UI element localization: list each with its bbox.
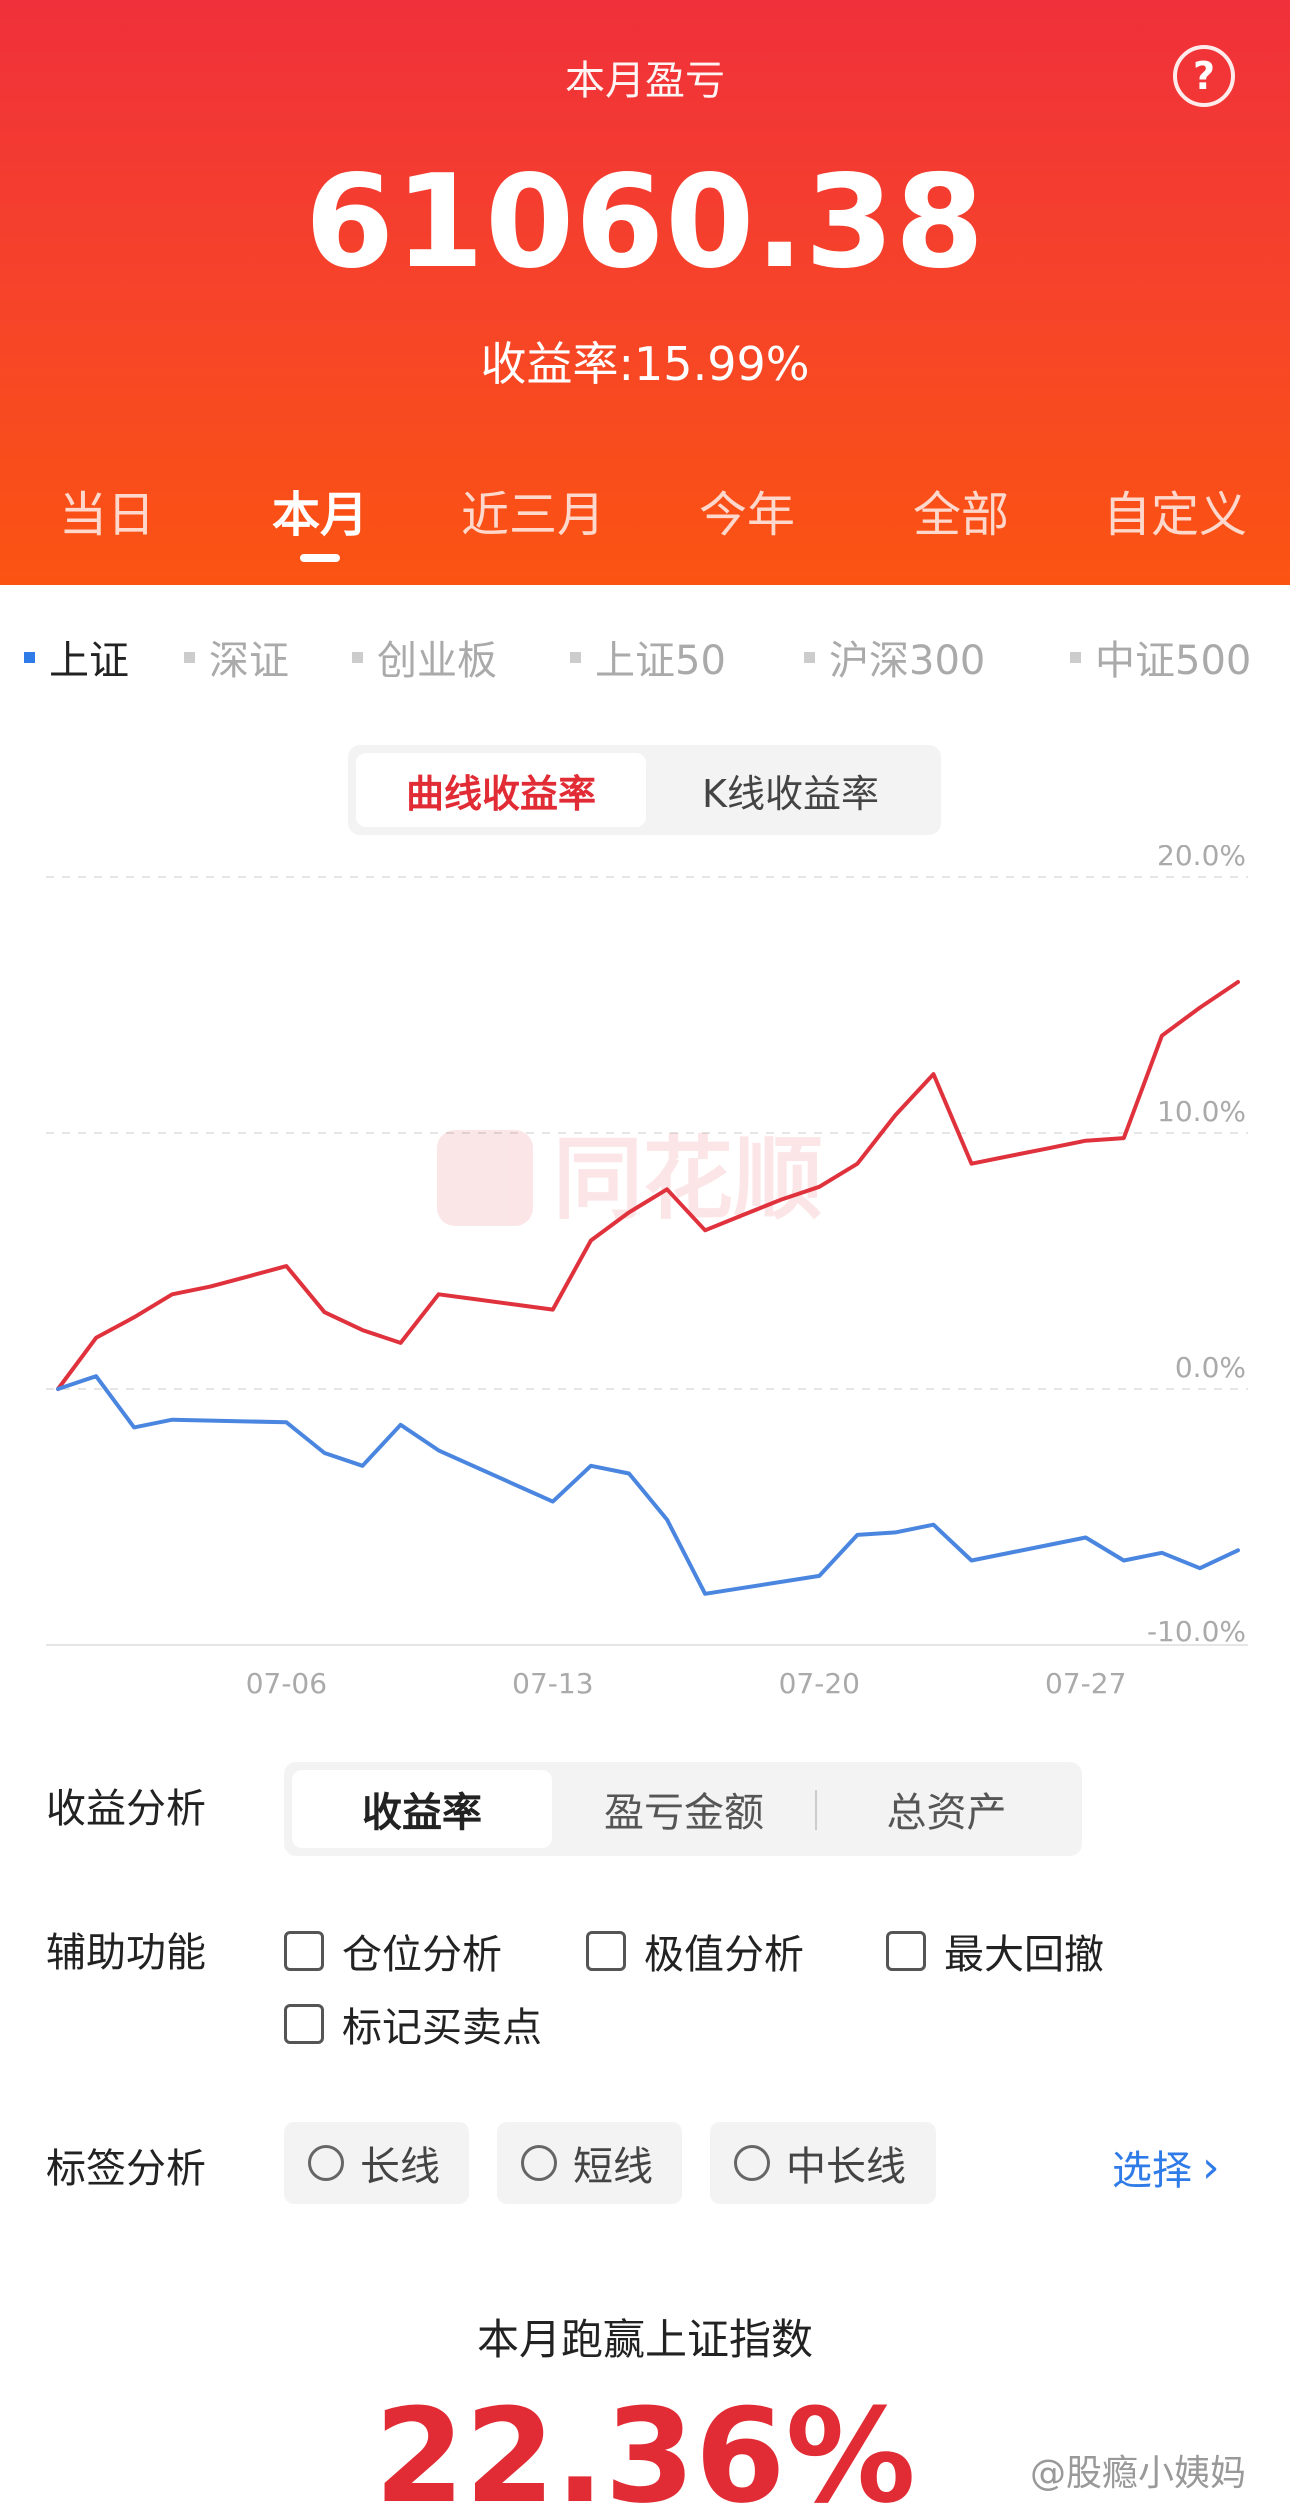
index-item-shenzhen[interactable]: 深证: [184, 628, 289, 686]
checkbox-icon: [284, 1931, 324, 1971]
beat-index-title: 本月跑赢上证指数: [476, 2315, 813, 2364]
tab-custom[interactable]: 自定义: [1090, 475, 1260, 545]
choose-tags-button[interactable]: 选择 ›: [1112, 2138, 1220, 2196]
index-marker-icon: [570, 651, 581, 663]
checkbox-label: 极值分析: [644, 1932, 804, 1978]
tag-short-term[interactable]: 短线: [497, 2122, 682, 2204]
checkbox-label: 仓位分析: [342, 1932, 502, 1978]
y-tick-label: 20.0%: [1157, 845, 1246, 872]
segment-divider: [815, 1790, 817, 1830]
watermark-logo-icon: [437, 1130, 533, 1226]
checkbox-mark-trades[interactable]: 标记买卖点: [284, 1995, 542, 2053]
tab-this-year[interactable]: 今年: [662, 475, 832, 545]
tab-this-month[interactable]: 本月: [235, 475, 405, 562]
index-label: 上证50: [595, 638, 726, 684]
x-tick-label: 07-20: [779, 1667, 860, 1700]
beat-index-value: 22.36%: [374, 2380, 916, 2503]
tab-all[interactable]: 全部: [876, 475, 1046, 545]
chevron-right-icon: ›: [1202, 2141, 1220, 2193]
tag-mid-long-term[interactable]: 中长线: [710, 2122, 936, 2204]
portfolio-line: [56, 980, 1240, 1391]
help-icon[interactable]: ?: [1173, 45, 1235, 107]
y-tick-label: 10.0%: [1157, 1095, 1246, 1128]
x-tick-label: 07-27: [1045, 1667, 1126, 1700]
checkbox-extreme-analysis[interactable]: 极值分析: [586, 1922, 804, 1980]
index-label: 中证500: [1095, 638, 1252, 684]
index-item-csi300[interactable]: 沪深300: [804, 628, 985, 686]
radio-icon: [308, 2145, 344, 2181]
checkbox-max-drawdown[interactable]: 最大回撤: [886, 1922, 1104, 1980]
chart-grid: [46, 876, 1248, 1646]
index-selector: 上证 深证 创业板 上证50 沪深300 中证500: [0, 628, 1290, 684]
yield-chart: 同花顺 20.0% 10.0% 0.0% -10.0% 07-06 07-13 07-20…: [46, 845, 1248, 1700]
period-tabs: 当日 本月 近三月 今年 全部 自定义: [0, 475, 1290, 562]
tag-label: 中长线: [786, 2144, 906, 2190]
index-label: 沪深300: [829, 638, 986, 684]
tab-label: 自定义: [1102, 487, 1247, 543]
kline-yield-button[interactable]: K线收益率: [702, 771, 879, 816]
tab-label: 当日: [58, 487, 155, 543]
chart-lines: [56, 980, 1240, 1596]
x-axis-labels: 07-06 07-13 07-20 07-27: [246, 1667, 1127, 1700]
checkbox-position-analysis[interactable]: 仓位分析: [284, 1922, 502, 1980]
header: 本月盈亏 ? 61060.38 收益率:15.99% 当日 本月 近三月 今年 …: [0, 0, 1290, 585]
index-line: [56, 1374, 1240, 1596]
tag-label: 短线: [573, 2144, 653, 2190]
index-item-chinext[interactable]: 创业板: [352, 628, 497, 686]
index-label: 上证: [49, 638, 129, 684]
index-marker-icon: [184, 651, 195, 663]
tab-label: 全部: [912, 487, 1009, 543]
y-axis-labels: 20.0% 10.0% 0.0% -10.0%: [1147, 845, 1246, 1648]
index-marker-icon: [804, 651, 815, 663]
index-marker-icon: [352, 651, 363, 663]
index-item-csi500[interactable]: 中证500: [1070, 628, 1251, 686]
analysis-yield-button[interactable]: 收益率: [292, 1770, 552, 1848]
tab-label: 本月: [271, 487, 368, 543]
checkbox-icon: [284, 2004, 324, 2044]
tab-label: 近三月: [460, 487, 605, 543]
tags-label: 标签分析: [46, 2146, 206, 2192]
footer-watermark: @股瘾小姨妈: [1030, 2453, 1247, 2494]
index-label: 创业板: [377, 638, 497, 684]
index-label: 深证: [209, 638, 289, 684]
y-tick-label: 0.0%: [1175, 1351, 1246, 1384]
tag-long-term[interactable]: 长线: [284, 2122, 469, 2204]
checkbox-icon: [886, 1931, 926, 1971]
index-item-sse50[interactable]: 上证50: [570, 628, 726, 686]
curve-yield-button[interactable]: 曲线收益率: [356, 753, 646, 827]
aux-label: 辅助功能: [46, 1930, 206, 1976]
checkbox-label: 最大回撤: [944, 1932, 1104, 1978]
profit-value: 61060.38: [304, 148, 986, 297]
checkbox-label: 标记买卖点: [342, 2005, 542, 2051]
analysis-toggle: 收益率 盈亏金额 总资产: [284, 1762, 1082, 1856]
x-tick-label: 07-06: [246, 1667, 327, 1700]
analysis-assets-button[interactable]: 总资产: [886, 1790, 1007, 1836]
index-marker-icon: [24, 651, 35, 663]
analysis-pnl-button[interactable]: 盈亏金额: [604, 1790, 764, 1836]
tag-label: 长线: [360, 2144, 440, 2190]
radio-icon: [734, 2145, 770, 2181]
page-title: 本月盈亏: [565, 58, 725, 104]
analysis-label: 收益分析: [46, 1786, 206, 1832]
watermark: 同花顺: [437, 1127, 823, 1232]
tab-three-months[interactable]: 近三月: [448, 475, 618, 545]
chart-mode-toggle: 曲线收益率 K线收益率: [348, 745, 941, 835]
watermark-brand: 同花顺: [553, 1127, 823, 1232]
radio-icon: [521, 2145, 557, 2181]
yield-text: 收益率:15.99%: [480, 337, 810, 391]
tab-label: 今年: [698, 487, 795, 543]
tab-today[interactable]: 当日: [22, 475, 192, 545]
index-item-shanghai[interactable]: 上证: [24, 628, 129, 686]
y-tick-label: -10.0%: [1147, 1615, 1246, 1648]
choose-label: 选择: [1112, 2148, 1192, 2194]
index-marker-icon: [1070, 651, 1081, 663]
checkbox-icon: [586, 1931, 626, 1971]
x-tick-label: 07-13: [512, 1667, 593, 1700]
active-tab-underline: [300, 554, 340, 562]
